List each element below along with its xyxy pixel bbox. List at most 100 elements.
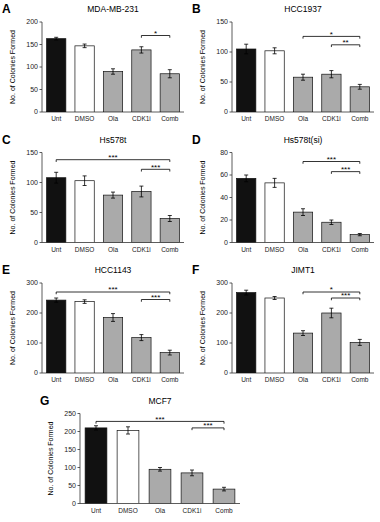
error-line: [84, 300, 85, 304]
error-line: [359, 84, 360, 89]
x-tick-label: Unt: [241, 246, 251, 253]
bar: [265, 51, 284, 112]
error-cap: [358, 84, 362, 85]
y-tick-label: 20: [220, 216, 228, 223]
panel: DHs578t(si)No. of Colonies Formed0204060…: [192, 133, 374, 253]
error-bar: [273, 48, 277, 54]
error-bar: [358, 84, 362, 89]
bar: [350, 235, 369, 243]
error-bar: [329, 71, 333, 78]
y-tick: [230, 242, 233, 243]
error-line: [303, 331, 304, 336]
bar: [75, 181, 94, 243]
bar: [160, 74, 179, 112]
error-bar: [244, 175, 248, 182]
x-tick-label: Unt: [51, 115, 61, 122]
error-cap: [329, 77, 333, 78]
y-tick: [40, 22, 43, 23]
y-tick: [78, 431, 81, 432]
x-tick-label: CDK1i: [132, 376, 151, 383]
error-line: [113, 69, 114, 74]
significance-text: ***: [203, 421, 212, 430]
y-tick-label: 100: [216, 339, 228, 346]
x-tick-label: CDK1i: [183, 507, 202, 514]
bar: [47, 300, 66, 373]
x-tick-label: DMSO: [75, 246, 95, 253]
x-tick-label: DMSO: [265, 376, 285, 383]
error-cap: [54, 172, 58, 173]
error-cap: [358, 89, 362, 90]
significance-text: **: [342, 38, 348, 47]
x-tick-label: DMSO: [265, 115, 285, 122]
error-bar: [139, 47, 143, 53]
y-tick-label: 150: [216, 18, 228, 25]
x-tick-label: Comb: [351, 246, 369, 253]
bar: [181, 473, 203, 504]
significance-text: ***: [327, 155, 336, 164]
error-line: [274, 48, 275, 54]
error-bar: [329, 308, 333, 318]
y-tick: [230, 373, 233, 374]
error-line: [141, 186, 142, 197]
x-tick-label: CDK1i: [132, 246, 151, 253]
y-tick-label: 250: [64, 410, 76, 417]
y-tick-label: 0: [224, 108, 228, 115]
x-tick-label: Ola: [298, 246, 309, 253]
x-tick-label: Unt: [241, 376, 251, 383]
y-tick-label: 50: [68, 482, 76, 489]
error-cap: [139, 334, 143, 335]
significance-text: ***: [108, 153, 117, 162]
title: HCC1937: [284, 4, 322, 14]
panel: CHs578tNo. of Colonies Formed050100150Un…: [2, 133, 184, 253]
error-line: [169, 70, 170, 78]
error-cap: [168, 355, 172, 356]
error-bar: [54, 37, 58, 40]
bar: [103, 318, 122, 374]
error-cap: [94, 430, 98, 431]
x-tick-label: DMSO: [265, 246, 285, 253]
error-cap: [301, 215, 305, 216]
error-bar: [273, 178, 277, 187]
error-line: [331, 220, 332, 225]
panel: GMCF7No. of Colonies Formed0501001502002…: [40, 394, 240, 514]
y-tick-label: 150: [26, 41, 38, 48]
y-tick: [78, 503, 81, 504]
error-line: [141, 47, 142, 53]
error-cap: [168, 350, 172, 351]
y-tick-label: 100: [64, 464, 76, 471]
y-tick-label: 300: [216, 279, 228, 286]
bar: [85, 428, 107, 504]
error-cap: [83, 299, 87, 300]
bar: [213, 489, 235, 503]
error-cap: [83, 175, 87, 176]
y-tick: [230, 283, 233, 284]
error-line: [160, 468, 161, 472]
error-bar: [168, 350, 172, 355]
error-cap: [139, 186, 143, 187]
x-tick-label: Comb: [161, 115, 179, 122]
error-bar: [168, 216, 172, 222]
error-cap: [358, 233, 362, 234]
x-tick-label: Ola: [298, 376, 309, 383]
error-cap: [158, 471, 162, 472]
y-tick-label: 0: [34, 239, 38, 246]
x-tick-label: Comb: [351, 376, 369, 383]
error-bar: [83, 300, 87, 304]
y-tick: [78, 485, 81, 486]
x-tick-label: CDK1i: [322, 115, 341, 122]
bar: [265, 183, 284, 243]
error-cap: [301, 74, 305, 75]
y-tick: [40, 343, 43, 344]
error-cap: [168, 221, 172, 222]
figure: AMDA-MB-231No. of Colonies Formed0501001…: [0, 0, 380, 522]
y-tick: [40, 373, 43, 374]
panel: FJIMT1No. of Colonies Formed0100200300Un…: [192, 263, 374, 383]
error-bar: [301, 209, 305, 216]
y-tick: [230, 152, 233, 153]
error-cap: [358, 339, 362, 340]
y-tick: [78, 449, 81, 450]
error-cap: [139, 196, 143, 197]
x-tick-label: CDK1i: [322, 246, 341, 253]
y-tick: [230, 197, 233, 198]
error-cap: [329, 317, 333, 318]
